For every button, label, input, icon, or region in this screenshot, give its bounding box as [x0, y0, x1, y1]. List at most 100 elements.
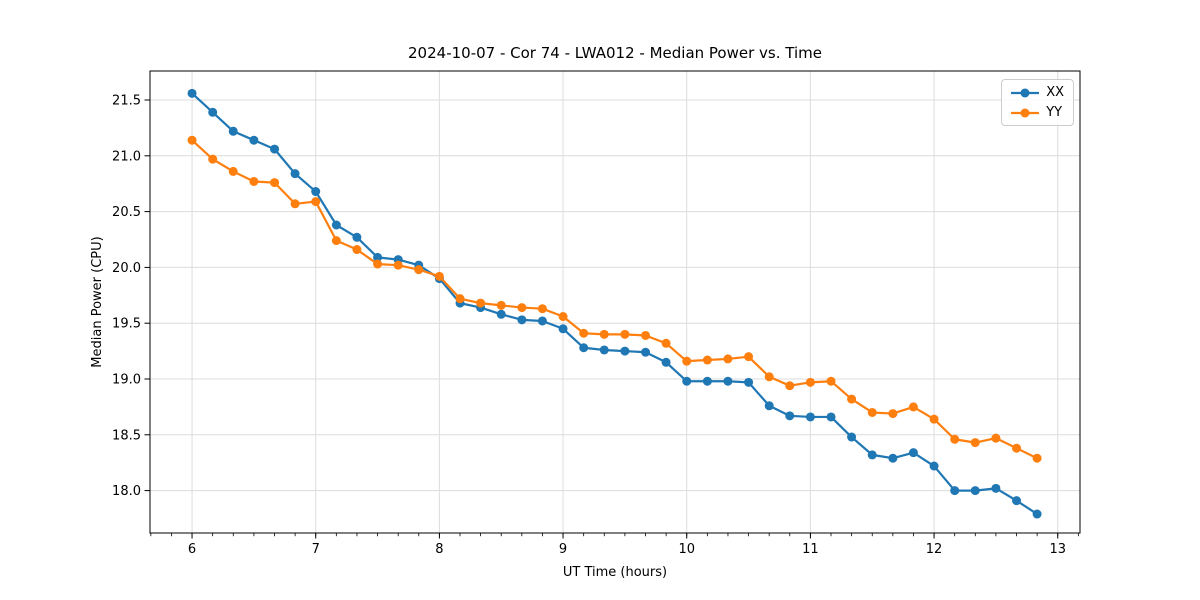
series-yy-point	[847, 394, 857, 404]
legend-item-yy: YY	[1011, 105, 1064, 120]
series-yy-point	[908, 402, 918, 412]
series-xx-point	[970, 486, 980, 496]
series-yy-point	[496, 300, 506, 310]
series-yy-point	[352, 245, 362, 255]
series-xx-point	[208, 107, 218, 117]
x-axis-label: UT Time (hours)	[562, 565, 668, 580]
legend-label-yy: YY	[1046, 105, 1063, 120]
y-tick-label: 19.5	[112, 317, 141, 332]
series-yy-point	[702, 355, 712, 365]
series-xx-point	[991, 483, 1001, 493]
x-tick-label: 13	[1049, 542, 1066, 557]
series-xx-point	[599, 345, 609, 355]
legend-sample-xx-icon	[1011, 88, 1040, 97]
series-xx-point	[1032, 509, 1042, 519]
series-xx-point	[826, 412, 836, 422]
series-xx-point	[764, 401, 774, 411]
series-yy-line	[191, 139, 1038, 460]
series-xx-point	[249, 135, 259, 145]
series-xx-point	[661, 357, 671, 367]
legend-sample-yy-icon	[1011, 108, 1040, 117]
series-xx-point	[867, 450, 877, 460]
series-yy-point	[620, 329, 630, 339]
series-yy-point	[929, 414, 939, 424]
x-tick-label: 12	[926, 542, 943, 557]
series-yy-point	[723, 354, 733, 364]
series-yy-point	[867, 407, 877, 417]
series-yy-point	[249, 176, 259, 186]
legend: XX YY	[1001, 79, 1074, 126]
series-yy-point	[311, 197, 321, 207]
series-xx-point	[187, 88, 197, 98]
y-tick-label: 20.5	[112, 205, 141, 220]
y-axis-label-text: Median Power (CPU)	[90, 236, 105, 368]
series-xx-point	[929, 461, 939, 471]
legend-item-xx: XX	[1011, 85, 1064, 100]
x-tick-label: 10	[678, 542, 695, 557]
series-xx-point	[352, 232, 362, 242]
y-tick-label: 18.0	[112, 484, 141, 499]
series-yy-point	[373, 259, 383, 269]
y-tick-label: 21.0	[112, 149, 141, 164]
series-yy-point	[744, 352, 754, 362]
series-xx-point	[517, 315, 527, 325]
series-xx-point	[702, 376, 712, 386]
series-yy-point	[1012, 443, 1022, 453]
series-xx-point	[620, 346, 630, 356]
series-xx-point	[331, 220, 341, 230]
series-yy-point	[476, 298, 486, 308]
series-xx-point	[537, 316, 547, 326]
series-yy-point	[599, 329, 609, 339]
x-tick-label: 7	[312, 542, 320, 557]
series-yy-point	[579, 328, 589, 338]
series-yy-point	[393, 260, 403, 270]
series-yy-point	[331, 236, 341, 246]
series-yy-point	[888, 409, 898, 419]
series-xx-point	[908, 448, 918, 458]
x-tick-label: 11	[802, 542, 819, 557]
series-yy-point	[455, 294, 465, 304]
x-tick-label: 6	[188, 542, 196, 557]
legend-label-xx: XX	[1046, 85, 1064, 100]
series-yy-point	[517, 303, 527, 313]
series-xx-point	[496, 309, 506, 319]
series-yy-point	[950, 434, 960, 444]
series-xx-point	[723, 376, 733, 386]
series-yy-point	[641, 330, 651, 340]
series-yy-point	[661, 338, 671, 348]
series-xx-point	[311, 187, 321, 197]
series-xx-point	[682, 376, 692, 386]
series-xx-point	[847, 432, 857, 442]
series-xx-point	[579, 343, 589, 353]
x-tick-label: 9	[559, 542, 567, 557]
y-tick-label: 19.0	[112, 373, 141, 388]
x-tick-label: 8	[435, 542, 443, 557]
series-xx-point	[558, 324, 568, 334]
series-yy-point	[826, 376, 836, 386]
y-tick-label: 20.0	[112, 261, 141, 276]
series-xx-point	[888, 453, 898, 463]
y-tick-label: 18.5	[112, 428, 141, 443]
series-yy-point	[764, 372, 774, 382]
series-yy-point	[228, 166, 238, 176]
series-xx-point	[950, 486, 960, 496]
series-yy-point	[1032, 453, 1042, 463]
series-yy-point	[558, 312, 568, 322]
series-xx-point	[744, 377, 754, 387]
y-tick-label: 21.5	[112, 94, 141, 109]
series-yy-point	[414, 265, 424, 275]
series-yy-point	[537, 304, 547, 314]
series-yy-point	[187, 135, 197, 145]
series-yy-point	[270, 178, 280, 188]
plot-border	[149, 70, 1081, 534]
series-yy-point	[805, 377, 815, 387]
series-yy-point	[970, 438, 980, 448]
series-xx-point	[228, 126, 238, 136]
series-xx-point	[785, 411, 795, 421]
series-xx-point	[270, 144, 280, 154]
series-xx-point	[641, 347, 651, 357]
series-yy-point	[785, 381, 795, 391]
series-yy-point	[682, 356, 692, 366]
